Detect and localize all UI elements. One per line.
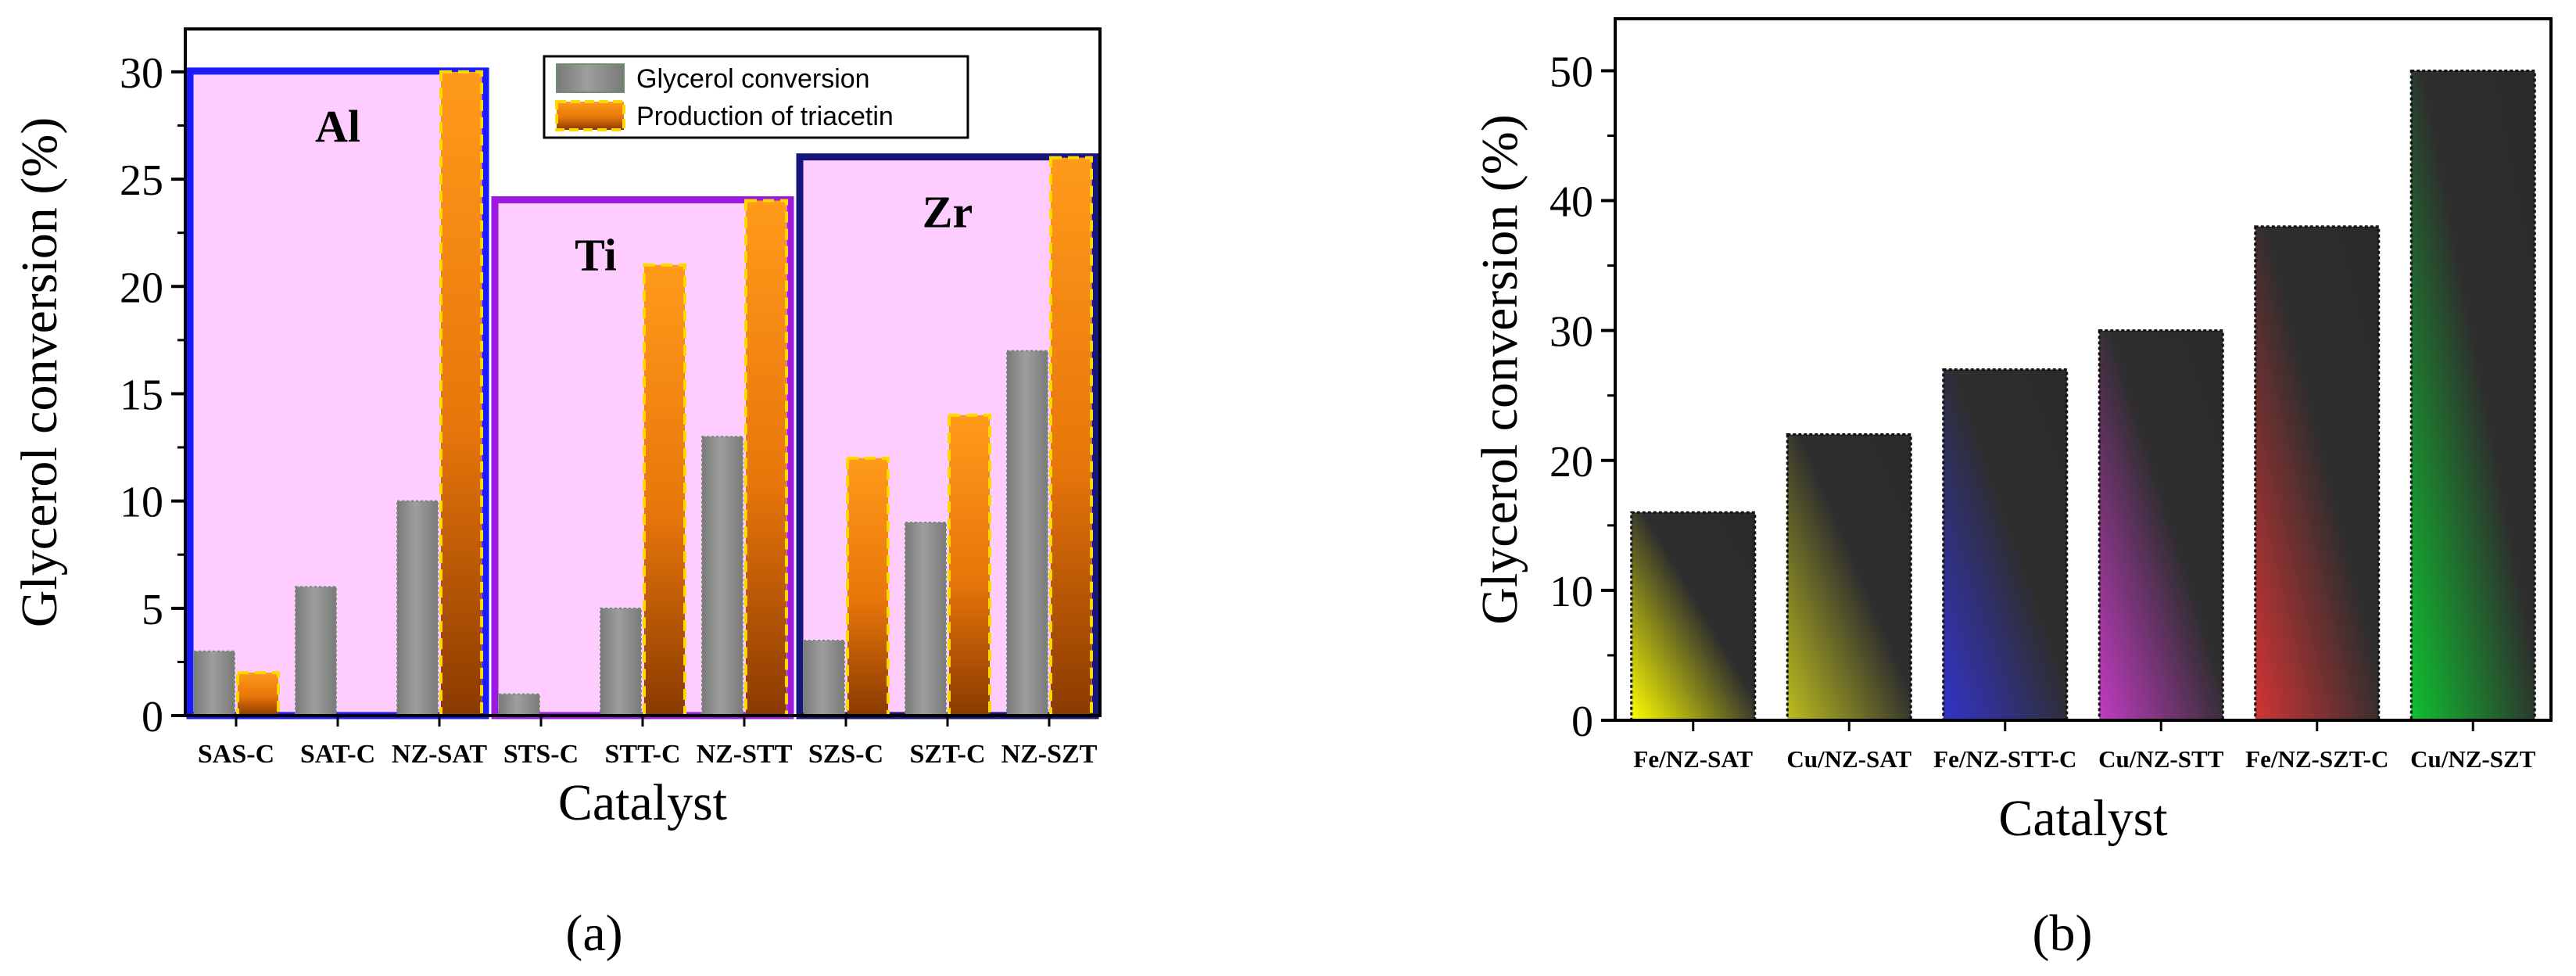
y-tick-label-b: 20 bbox=[1550, 438, 1593, 486]
legend-a: Glycerol conversion Production of triace… bbox=[543, 55, 969, 139]
x-tick-label-fe-nz-stt-c: Fe/NZ-STT-C bbox=[1933, 745, 2076, 773]
y-tick-label-a: 10 bbox=[120, 479, 163, 527]
x-tick-label-stt-c: STT-C bbox=[604, 740, 680, 769]
bar-production-of-triacetin-nz-stt bbox=[744, 199, 788, 717]
y-axis-a: 0 5 10 15 20 25 30 bbox=[120, 49, 185, 741]
x-tick-label-cu-nz-sat: Cu/NZ-SAT bbox=[1786, 745, 1911, 773]
y-tick-label-b: 10 bbox=[1550, 568, 1593, 616]
bar-production-of-triacetin-stt-c bbox=[643, 263, 686, 717]
y-axis-title-a: Glycerol conversion (%) bbox=[11, 117, 68, 627]
x-axis-title-b: Catalyst bbox=[1998, 790, 2167, 847]
x-tick-label-fe-nz-sat: Fe/NZ-SAT bbox=[1633, 745, 1753, 773]
x-tick-label-nz-stt: NZ-STT bbox=[697, 740, 793, 769]
bar-cu-nz-sat bbox=[1786, 433, 1912, 722]
bar-fe-nz-szt-c bbox=[2254, 225, 2381, 722]
chart-b: 0 10 20 30 40 50 Fe/NZ-SAT Cu/NZ-SAT Fe/NZ-STT-… bbox=[1471, 17, 2553, 962]
y-tick-label-a: 5 bbox=[142, 586, 163, 634]
x-tick-label-fe-nz-szt-c: Fe/NZ-SZT-C bbox=[2245, 745, 2388, 773]
x-tick-label-nz-szt: NZ-SZT bbox=[1001, 740, 1098, 769]
y-tick-label-a: 20 bbox=[120, 264, 163, 312]
legend-label-production-of-triacetin: Production of triacetin bbox=[636, 102, 894, 131]
bar-cu-nz-szt bbox=[2409, 69, 2536, 722]
bar-cu-nz-stt bbox=[2098, 329, 2224, 722]
x-tick-label-szs-c: SZS-C bbox=[808, 740, 883, 769]
x-tick-label-sts-c: STS-C bbox=[503, 740, 579, 769]
y-tick-label-a: 15 bbox=[120, 371, 163, 419]
bar-production-of-triacetin-nz-sat bbox=[439, 70, 483, 717]
y-tick-label-b: 30 bbox=[1550, 308, 1593, 357]
y-tick-label-b: 50 bbox=[1550, 48, 1593, 96]
x-tick-label-szt-c: SZT-C bbox=[909, 740, 985, 769]
bar-glycerol-conversion-szt-c bbox=[905, 522, 947, 716]
panel-label-b: (b) bbox=[2033, 905, 2093, 962]
x-axis-a: SAS-C SAT-C NZ-SAT STS-C STT-C NZ-STT SZS-C SZT… bbox=[198, 716, 1098, 769]
group-label-ti: Ti bbox=[575, 230, 617, 281]
group-label-zr: Zr bbox=[923, 187, 973, 238]
y-tick-label-b: 40 bbox=[1550, 178, 1593, 227]
legend-label-glycerol-conversion: Glycerol conversion bbox=[636, 64, 870, 94]
bar-production-of-triacetin-sas-c bbox=[236, 671, 280, 717]
bar-glycerol-conversion-nz-stt bbox=[701, 436, 743, 716]
bar-glycerol-conversion-stt-c bbox=[600, 607, 642, 716]
x-tick-label-cu-nz-szt: Cu/NZ-SZT bbox=[2410, 745, 2536, 773]
x-tick-label-cu-nz-stt: Cu/NZ-STT bbox=[2098, 745, 2224, 773]
legend-swatch-glycerol-conversion bbox=[556, 63, 625, 93]
group-labels-a: Al Ti Zr bbox=[315, 101, 973, 281]
bar-glycerol-conversion-szs-c bbox=[803, 639, 845, 716]
bars-a bbox=[193, 70, 1093, 717]
plot-frame-b bbox=[1614, 17, 2553, 722]
x-axis-b: Fe/NZ-SAT Cu/NZ-SAT Fe/NZ-STT-C Cu/NZ-STT Fe… bbox=[1633, 720, 2536, 773]
bar-production-of-triacetin-szt-c bbox=[948, 413, 991, 717]
x-tick-label-nz-sat: NZ-SAT bbox=[392, 740, 487, 769]
y-axis-title-b: Glycerol conversion (%) bbox=[1471, 114, 1528, 624]
group-label-al: Al bbox=[315, 101, 360, 152]
bar-fe-nz-stt-c bbox=[1942, 368, 2069, 722]
chart-a: Al Ti Zr 0 5 10 15 20 25 30 SAS-C SAT-C NZ-SAT STS-… bbox=[11, 27, 1102, 962]
bars-b bbox=[1630, 69, 2536, 722]
y-axis-b: 0 10 20 30 40 50 bbox=[1550, 48, 1615, 746]
bar-glycerol-conversion-sas-c bbox=[193, 650, 235, 716]
bar-fe-nz-sat bbox=[1630, 511, 1757, 722]
panel-label-a: (a) bbox=[565, 905, 622, 962]
x-axis-title-a: Catalyst bbox=[558, 774, 727, 831]
legend-swatch-production-of-triacetin bbox=[555, 100, 625, 131]
x-tick-label-sat-c: SAT-C bbox=[300, 740, 375, 769]
bar-glycerol-conversion-sts-c bbox=[498, 693, 540, 716]
y-tick-label-a: 30 bbox=[120, 49, 163, 98]
x-tick-label-sas-c: SAS-C bbox=[198, 740, 274, 769]
bar-glycerol-conversion-sat-c bbox=[295, 586, 337, 716]
bar-glycerol-conversion-nz-sat bbox=[396, 500, 439, 716]
y-tick-label-a: 0 bbox=[142, 693, 163, 741]
y-tick-label-b: 0 bbox=[1571, 698, 1593, 746]
bar-production-of-triacetin-szs-c bbox=[846, 456, 890, 717]
bar-glycerol-conversion-nz-szt bbox=[1006, 350, 1048, 716]
bar-production-of-triacetin-nz-szt bbox=[1049, 156, 1093, 717]
y-tick-label-a: 25 bbox=[120, 156, 163, 205]
